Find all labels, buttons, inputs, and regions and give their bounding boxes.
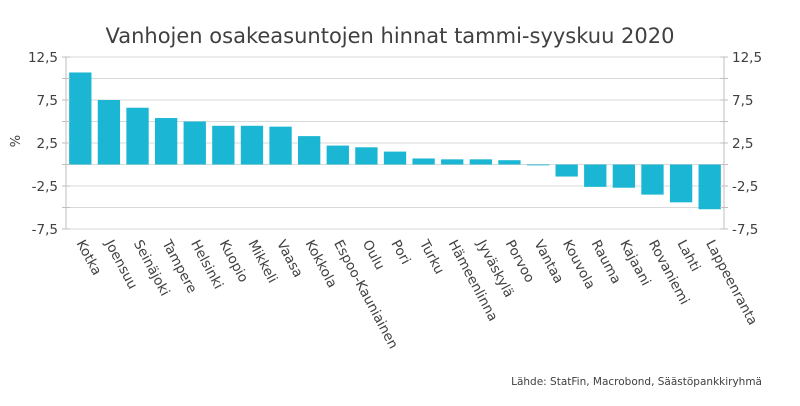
- bar: [555, 164, 578, 177]
- y-tick-label-left: 7,5: [37, 93, 58, 109]
- bar: [212, 125, 235, 165]
- bar: [383, 151, 407, 165]
- x-category-label: Lahti: [674, 237, 704, 274]
- y-tick-label-left: 2,5: [37, 136, 58, 152]
- bar: [584, 164, 607, 187]
- axes: [62, 56, 728, 230]
- bar: [641, 164, 664, 195]
- y-tick-label-left: 12,5: [28, 50, 58, 66]
- y-tick-label-left: -7,5: [32, 222, 58, 238]
- bar: [240, 125, 264, 165]
- bar: [326, 145, 349, 165]
- bar: [298, 136, 321, 165]
- x-category-label: Oulu: [359, 237, 388, 272]
- y-axis-label: %: [9, 135, 24, 147]
- bar: [126, 107, 149, 165]
- bar: [498, 160, 521, 165]
- y-tick-label-left: -2,5: [32, 179, 58, 195]
- bar: [97, 100, 121, 165]
- x-category-label: Pori: [387, 237, 413, 267]
- x-category-label: Turku: [416, 236, 448, 276]
- bar: [183, 121, 206, 165]
- bar: [154, 118, 178, 165]
- bar: [469, 159, 492, 165]
- source-note: Lähde: StatFin, Macrobond, Säästöpankkir…: [511, 376, 762, 388]
- category-labels: KotkaJoensuuSeinäjokiTampereHelsinkiKuop…: [73, 236, 761, 351]
- y-tick-label-right: 7,5: [732, 93, 753, 109]
- bar: [69, 72, 92, 165]
- chart-title: Vanhojen osakeasuntojen hinnat tammi-syy…: [105, 24, 674, 48]
- y-tick-label-right: 12,5: [732, 50, 762, 66]
- bar: [412, 158, 435, 165]
- y-tick-label-right: 2,5: [732, 136, 753, 152]
- bar: [269, 126, 292, 165]
- tick-labels: 12,5 12,5 7,5 7,5 2,5 2,5 -2,5 -2,5 -7,5 -7,5: [28, 50, 762, 238]
- bar: [526, 164, 550, 166]
- bar: [669, 164, 693, 203]
- x-category-label: Lappeenranta: [702, 237, 760, 328]
- x-category-label: Kotka: [73, 237, 105, 278]
- bar: [698, 164, 721, 210]
- bars: [69, 72, 721, 210]
- bar: [612, 164, 636, 188]
- bar: [441, 159, 464, 165]
- y-tick-label-right: -2,5: [732, 179, 758, 195]
- y-tick-label-right: -7,5: [732, 222, 758, 238]
- bar: [355, 147, 378, 165]
